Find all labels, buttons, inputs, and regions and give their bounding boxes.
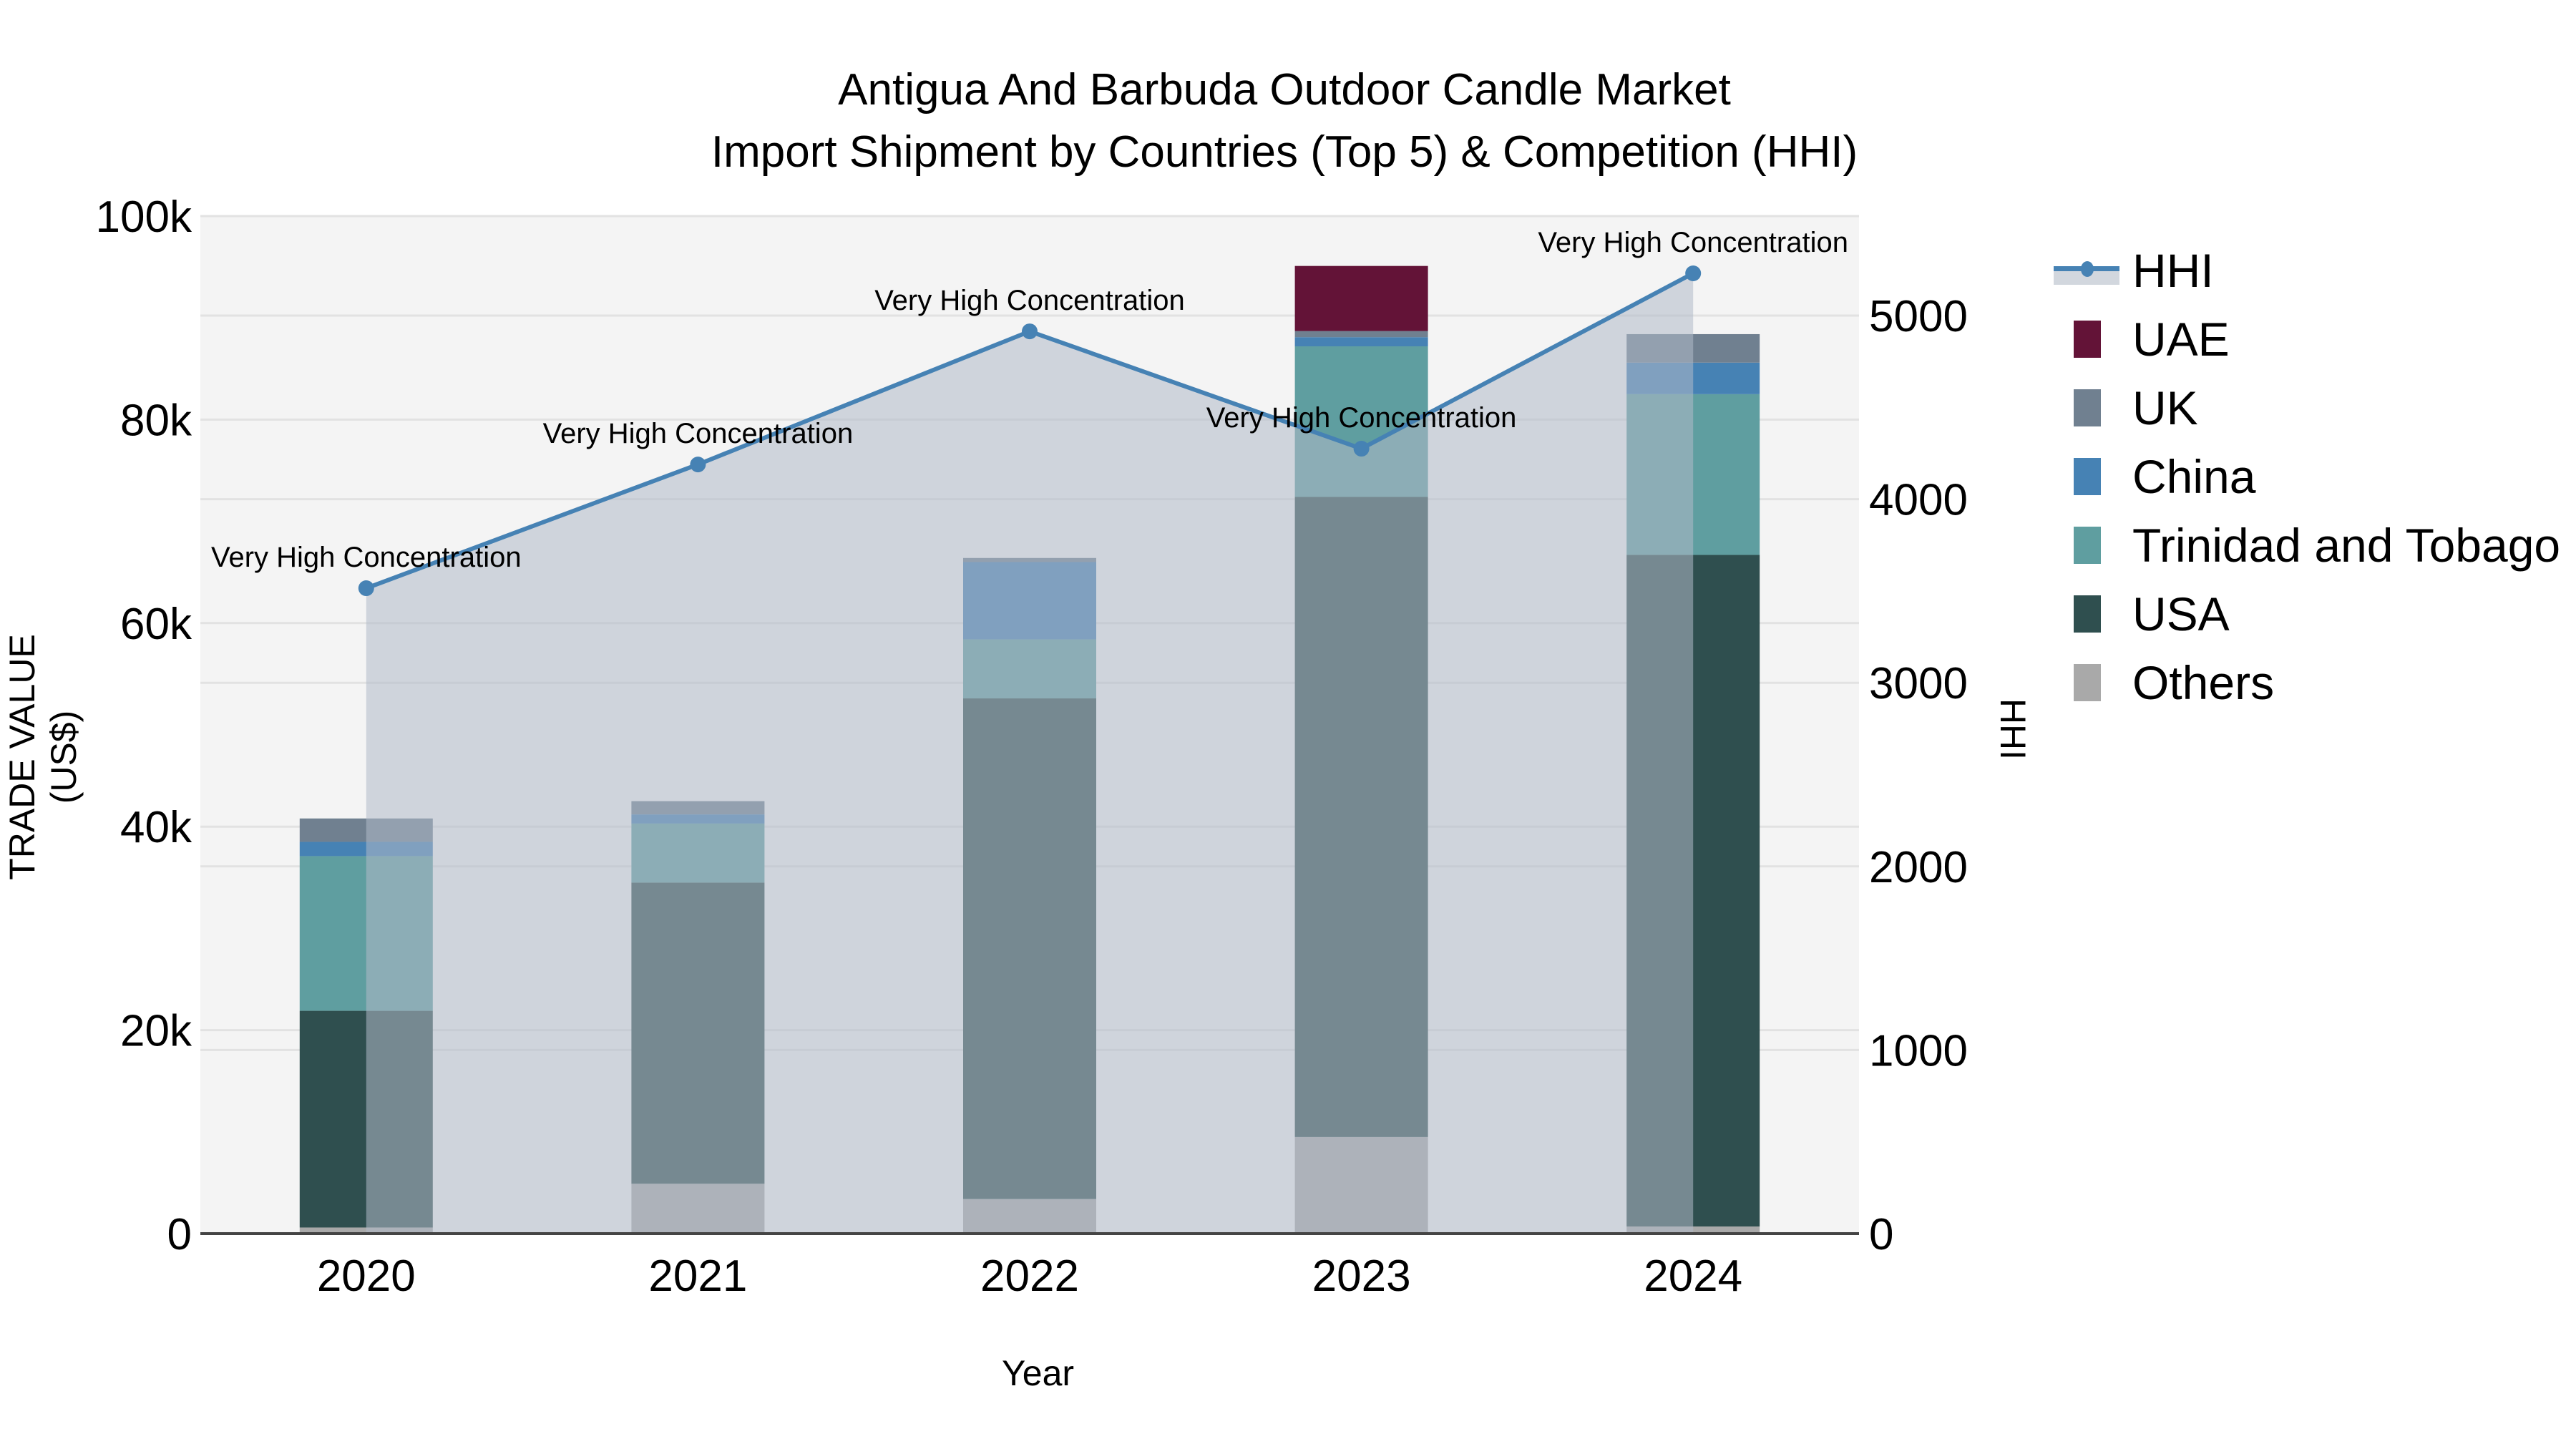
legend-item-uk[interactable]: UK	[2054, 374, 2560, 442]
hhi-annotation: Very High Concentration	[1538, 227, 1848, 258]
legend-item-trinidad-and-tobago[interactable]: Trinidad and Tobago	[2054, 511, 2560, 580]
legend-item-uae[interactable]: UAE	[2054, 305, 2560, 374]
legend-label: UAE	[2132, 313, 2230, 366]
legend-label: UK	[2132, 381, 2198, 434]
uae-swatch-icon	[2074, 321, 2101, 358]
hhi-marker[interactable]	[1353, 441, 1370, 457]
trinidad-swatch-icon	[2074, 527, 2101, 564]
china-swatch-icon	[2074, 458, 2101, 495]
x-tick-label: 2023	[1312, 1252, 1411, 1301]
hhi-marker[interactable]	[1022, 323, 1038, 340]
x-tick-label: 2024	[1644, 1252, 1742, 1301]
hhi-line-icon	[2054, 252, 2119, 289]
legend: HHI UAE UK China Trinidad and Tobago USA…	[2054, 236, 2560, 717]
uk-swatch-icon	[2074, 389, 2101, 426]
x-tick-label: 2022	[980, 1252, 1079, 1301]
y-right-tick-label: 2000	[1869, 843, 1968, 892]
chart-title-line2: Import Shipment by Countries (Top 5) & C…	[711, 127, 1858, 177]
legend-item-usa[interactable]: USA	[2054, 580, 2560, 648]
y-left-tick-label: 100k	[96, 192, 192, 242]
hhi-annotation: Very High Concentration	[1206, 402, 1517, 434]
hhi-area	[366, 273, 1694, 1234]
bar-segment-china[interactable]	[1294, 337, 1428, 347]
others-swatch-icon	[2074, 664, 2101, 701]
x-axis-title: Year	[1002, 1353, 1075, 1393]
hhi-marker[interactable]	[358, 580, 374, 597]
legend-label: Others	[2132, 656, 2275, 709]
hhi-marker[interactable]	[690, 457, 706, 473]
x-tick-label: 2021	[648, 1252, 747, 1301]
y-left-tick-label: 20k	[120, 1007, 192, 1056]
y-left-tick-label: 80k	[120, 396, 192, 445]
legend-label: HHI	[2132, 244, 2214, 297]
y-left-tick-label: 0	[167, 1210, 192, 1259]
legend-item-others[interactable]: Others	[2054, 648, 2560, 717]
y-left-tick-label: 40k	[120, 803, 192, 852]
legend-item-china[interactable]: China	[2054, 442, 2560, 511]
legend-item-hhi[interactable]: HHI	[2054, 236, 2560, 305]
hhi-annotation: Very High Concentration	[543, 418, 854, 449]
chart-title-line1: Antigua And Barbuda Outdoor Candle Marke…	[838, 65, 1731, 114]
hhi-annotation: Very High Concentration	[211, 542, 522, 573]
hhi-marker[interactable]	[1685, 265, 1702, 281]
legend-label: Trinidad and Tobago	[2132, 519, 2561, 572]
bar-segment-uae[interactable]	[1294, 265, 1428, 331]
usa-swatch-icon	[2074, 595, 2101, 633]
x-tick-label: 2020	[317, 1252, 416, 1301]
hhi-annotation: Very High Concentration	[874, 285, 1185, 316]
y-right-tick-label: 4000	[1869, 476, 1968, 525]
bar-segment-uk[interactable]	[1294, 331, 1428, 338]
y-axis-left-title: TRADE VALUE (US$)	[2, 634, 84, 880]
y-axis-right-title: HHI	[1993, 698, 2034, 761]
y-right-tick-label: 0	[1869, 1210, 1893, 1259]
legend-label: USA	[2132, 587, 2230, 640]
y-right-tick-label: 3000	[1869, 659, 1968, 708]
y-right-tick-label: 1000	[1869, 1026, 1968, 1075]
y-right-tick-label: 5000	[1869, 292, 1968, 341]
legend-label: China	[2132, 450, 2256, 503]
y-left-tick-label: 60k	[120, 600, 192, 649]
